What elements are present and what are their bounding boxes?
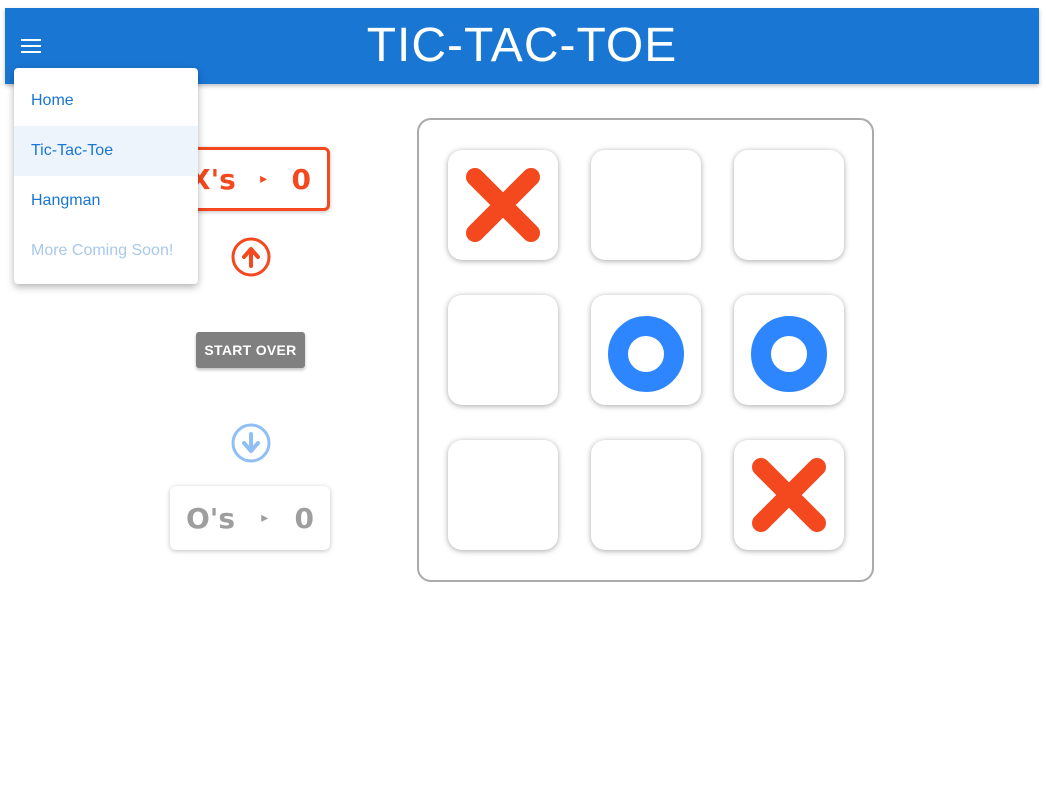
score-o-arrow: ▸ xyxy=(261,510,269,526)
board-cell-r2-c2[interactable] xyxy=(591,295,701,405)
page-title: TIC-TAC-TOE xyxy=(366,19,678,72)
hamburger-menu-icon[interactable] xyxy=(19,34,43,58)
o-mark-icon xyxy=(608,316,684,392)
start-over-button[interactable]: START OVER xyxy=(196,332,305,368)
board-cell-r1-c1[interactable] xyxy=(448,150,558,260)
board-cell-r3-c3[interactable] xyxy=(734,440,844,550)
arrow-down-circle-icon xyxy=(230,422,272,464)
o-mark-icon xyxy=(751,316,827,392)
x-mark-icon xyxy=(466,168,540,242)
score-x-arrow: ▸ xyxy=(260,171,268,187)
menu-item-tic-tac-toe[interactable]: Tic-Tac-Toe xyxy=(14,126,198,176)
menu-item-home[interactable]: Home xyxy=(31,92,74,109)
menu-item-more-coming-soon: More Coming Soon! xyxy=(31,242,174,259)
arrow-up-circle-icon xyxy=(230,236,272,278)
score-o-value: 0 xyxy=(294,501,314,535)
board-cell-r1-c2[interactable] xyxy=(591,150,701,260)
board-cell-r3-c1[interactable] xyxy=(448,440,558,550)
board-cell-r2-c1[interactable] xyxy=(448,295,558,405)
board-cell-r2-c3[interactable] xyxy=(734,295,844,405)
board-cell-r3-c2[interactable] xyxy=(591,440,701,550)
menu-item-hangman[interactable]: Hangman xyxy=(31,192,101,209)
score-x-value: 0 xyxy=(291,162,311,196)
x-mark-icon xyxy=(752,458,826,532)
score-o-label: O's xyxy=(186,501,236,535)
nav-menu: Home Tic-Tac-Toe Hangman More Coming Soo… xyxy=(14,68,198,284)
score-o-panel: O's ▸ 0 xyxy=(170,486,330,550)
board-cell-r1-c3[interactable] xyxy=(734,150,844,260)
game-board xyxy=(417,118,874,582)
